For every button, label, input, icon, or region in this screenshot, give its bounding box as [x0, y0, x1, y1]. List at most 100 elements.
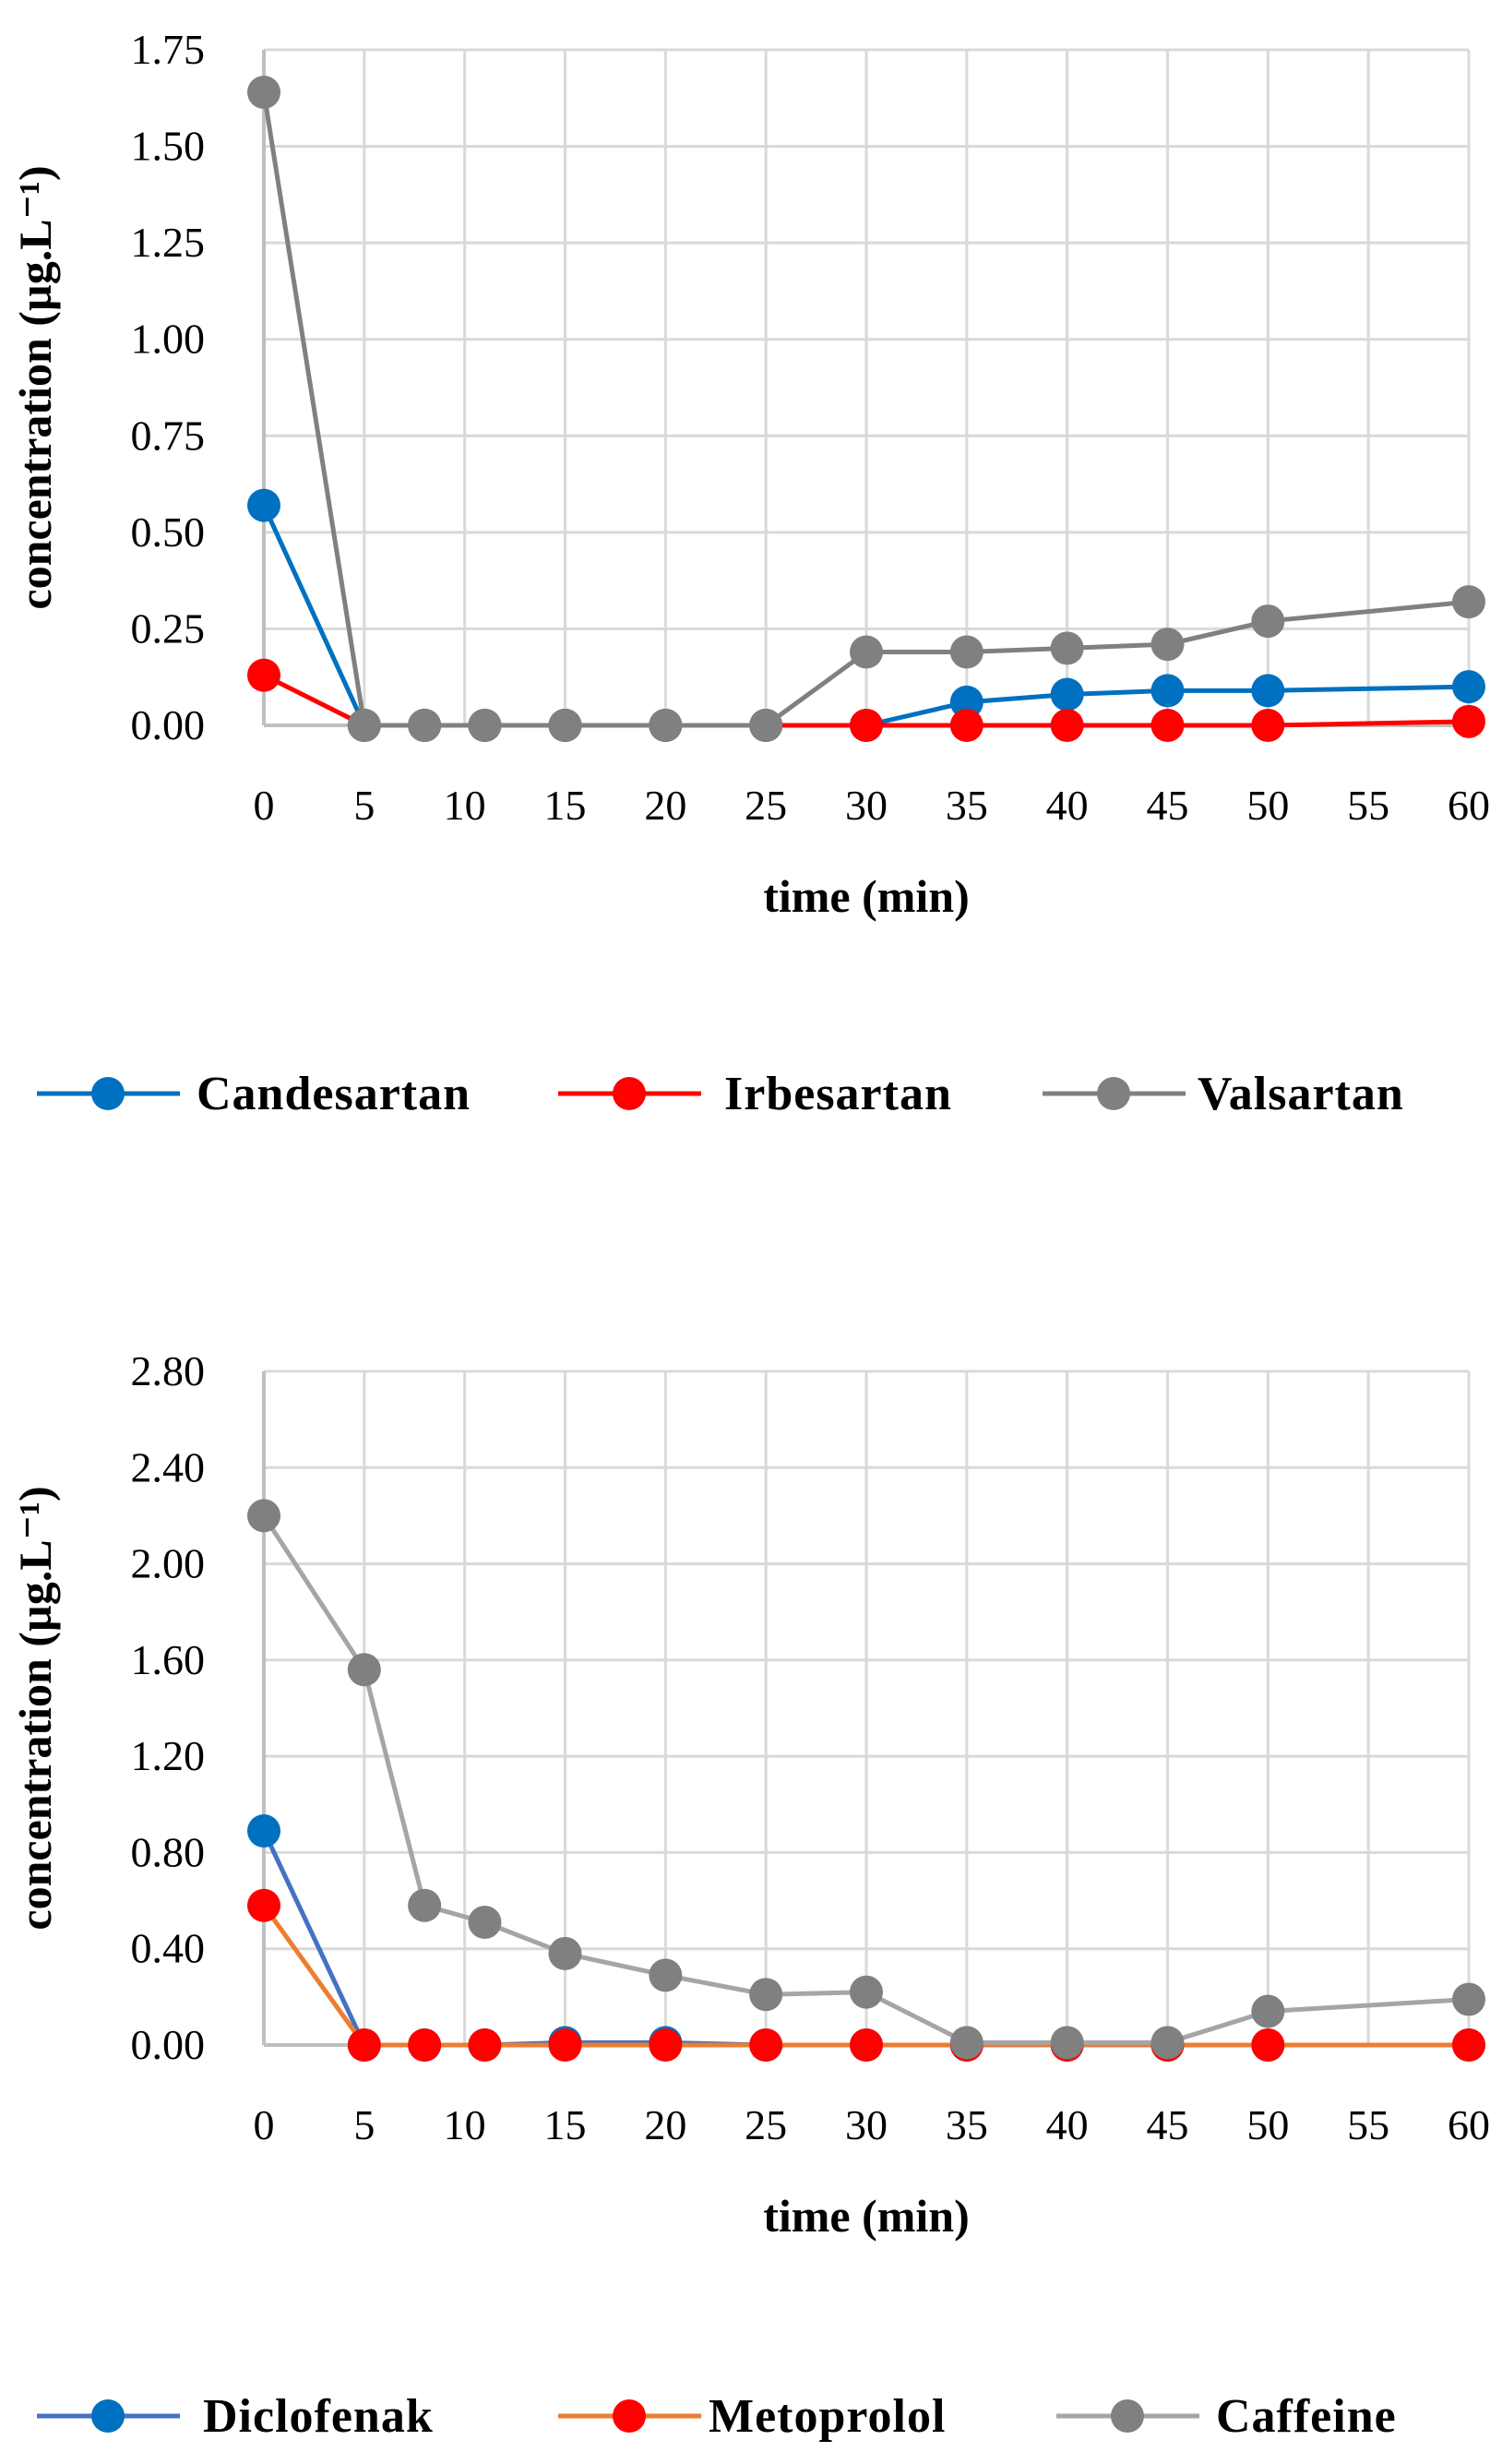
data-point	[1150, 674, 1185, 708]
x-tick-label: 20	[644, 2101, 686, 2148]
x-tick-label: 5	[353, 2101, 375, 2148]
data-point	[949, 685, 983, 719]
x-tick-label: 45	[1147, 2101, 1189, 2148]
y-axis-title: concentration (µg.L⁻¹)	[9, 1486, 61, 1930]
legend-swatch-marker	[613, 2399, 646, 2433]
y-tick-label: 0.00	[131, 2021, 206, 2068]
data-point	[468, 709, 502, 742]
legend-label: Caffeine	[1216, 2390, 1397, 2443]
data-point	[347, 709, 381, 742]
legend-label: Irbesartan	[724, 1068, 952, 1120]
legend: Candesartan Irbesartan Valsartan	[37, 1068, 1404, 1120]
data-point	[1251, 2028, 1285, 2062]
data-point	[1452, 1982, 1485, 2016]
data-point	[247, 658, 280, 692]
data-point	[347, 2028, 381, 2062]
data-point	[850, 1975, 883, 2009]
y-tick-label: 1.60	[131, 1636, 206, 1683]
data-point	[1050, 677, 1084, 712]
data-point	[548, 2028, 582, 2062]
data-point	[1452, 585, 1485, 619]
data-point	[468, 1906, 502, 1940]
x-tick-label: 25	[745, 782, 787, 829]
y-tick-label: 1.20	[131, 1732, 206, 1779]
data-point	[1251, 1994, 1285, 2028]
x-tick-label: 60	[1448, 2101, 1490, 2148]
y-tick-label: 1.25	[131, 219, 206, 266]
data-point	[548, 1936, 582, 1970]
x-axis-title: time (min)	[763, 2190, 970, 2242]
data-point	[247, 1813, 280, 1848]
legend-item-candesartan: Candesartan	[37, 1068, 470, 1120]
data-point	[1150, 2026, 1185, 2060]
data-point	[1050, 709, 1084, 742]
data-point	[1251, 709, 1285, 742]
data-point	[1452, 704, 1485, 738]
x-tick-label: 40	[1046, 782, 1089, 829]
data-point	[649, 2028, 683, 2062]
x-tick-label: 0	[254, 782, 275, 829]
data-point	[850, 635, 883, 669]
data-point	[949, 635, 983, 669]
series-valsartan	[247, 76, 1485, 742]
legend: Diclofenak Metoprolol Caffeine	[37, 2390, 1397, 2443]
data-point	[749, 1978, 783, 2012]
gridlines	[262, 48, 1471, 727]
data-point	[1251, 674, 1285, 708]
y-tick-label: 1.50	[131, 123, 206, 170]
data-point	[1150, 709, 1185, 742]
x-tick-label: 55	[1347, 782, 1389, 829]
x-tick-label: 20	[644, 782, 686, 829]
y-tick-label: 0.50	[131, 508, 206, 556]
x-tick-label: 10	[444, 782, 486, 829]
x-tick-label: 50	[1246, 2101, 1289, 2148]
data-point	[949, 709, 983, 742]
x-tick-label: 60	[1448, 782, 1490, 829]
legend-label: Valsartan	[1198, 1068, 1404, 1120]
x-tick-label: 15	[544, 782, 587, 829]
y-tick-label: 0.75	[131, 412, 206, 459]
data-point	[247, 1499, 280, 1533]
x-tick-label: 50	[1246, 782, 1289, 829]
x-tick-label: 0	[254, 2101, 275, 2148]
series-caffeine	[247, 1499, 1485, 2060]
data-point	[1050, 631, 1084, 665]
data-point	[649, 709, 683, 742]
x-axis-title: time (min)	[763, 870, 970, 922]
x-tick-label: 35	[946, 2101, 988, 2148]
x-tick-label: 25	[745, 2101, 787, 2148]
x-tick-label: 10	[444, 2101, 486, 2148]
data-point	[247, 488, 280, 522]
legend-item-valsartan: Valsartan	[1043, 1068, 1404, 1120]
data-point	[408, 1888, 442, 1922]
data-point	[949, 2026, 983, 2060]
data-point	[1452, 670, 1485, 704]
y-tick-label: 2.80	[131, 1347, 206, 1394]
legend-item-irbesartan: Irbesartan	[558, 1068, 952, 1120]
legend-swatch-marker	[1111, 2399, 1144, 2433]
data-point	[1452, 2028, 1485, 2062]
legend-label: Diclofenak	[203, 2390, 434, 2443]
y-tick-label: 1.00	[131, 316, 206, 363]
data-point	[1150, 628, 1185, 662]
x-tick-label: 30	[845, 782, 888, 829]
legend-item-diclofenak: Diclofenak	[37, 2390, 434, 2443]
legend-swatch-marker	[1097, 1077, 1130, 1110]
data-point	[548, 709, 582, 742]
data-point	[408, 2028, 442, 2062]
x-tick-label: 5	[353, 782, 375, 829]
data-point	[247, 76, 280, 110]
data-point	[850, 709, 883, 742]
data-point	[1050, 2026, 1084, 2060]
x-tick-label: 45	[1147, 782, 1189, 829]
x-tick-label: 55	[1347, 2101, 1389, 2148]
y-tick-label: 0.80	[131, 1828, 206, 1875]
data-point	[247, 1888, 280, 1922]
legend-swatch-marker	[91, 1077, 125, 1110]
legend-item-metoprolol: Metoprolol	[558, 2390, 945, 2443]
x-tick-label: 30	[845, 2101, 888, 2148]
y-tick-label: 0.40	[131, 1925, 206, 1972]
data-point	[649, 1958, 683, 1992]
y-tick-label: 2.00	[131, 1540, 206, 1587]
